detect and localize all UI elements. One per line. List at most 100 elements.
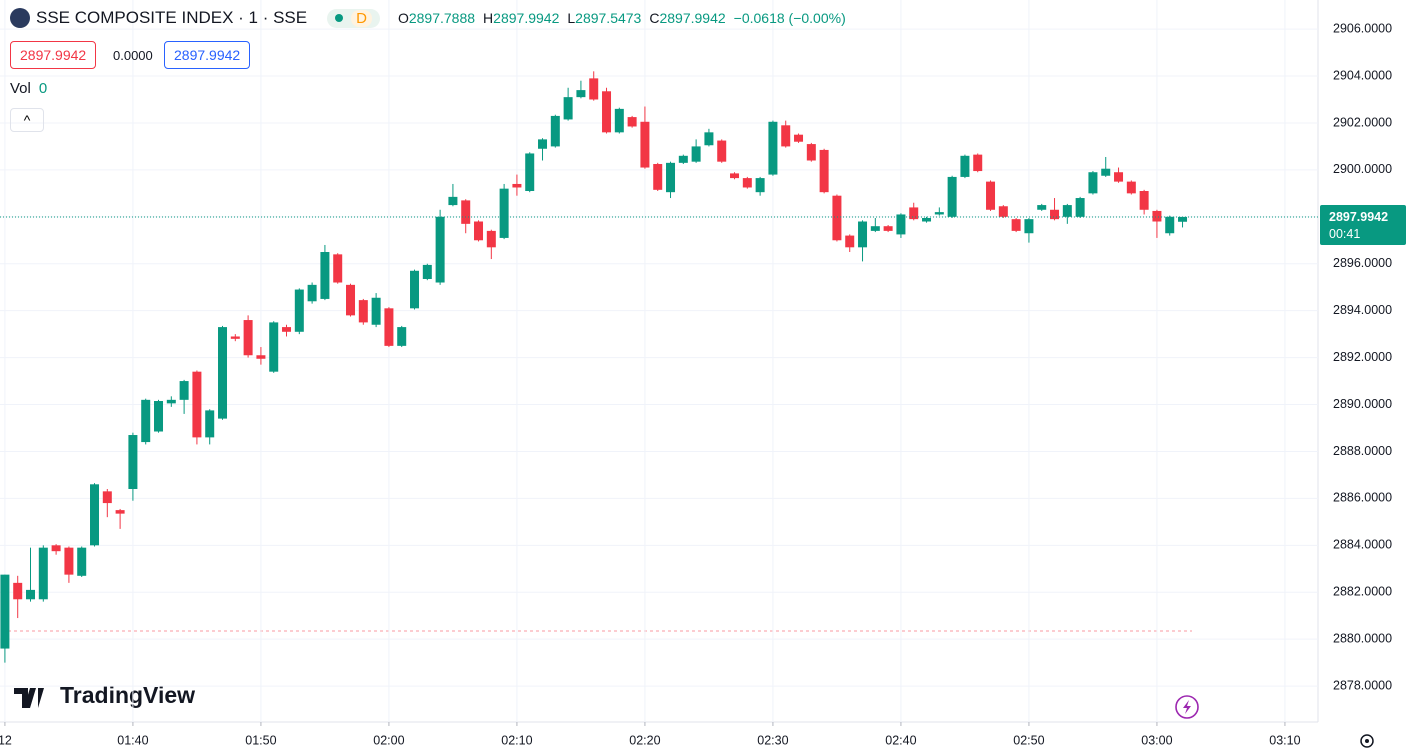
y-tick-label: 2880.0000: [1333, 631, 1392, 645]
candle-body: [371, 297, 381, 325]
x-tick-label: 03:00: [1141, 733, 1172, 747]
symbol-title[interactable]: SSE COMPOSITE INDEX · 1 · SSE: [36, 8, 308, 27]
candle-body: [614, 108, 624, 133]
candle-body: [960, 155, 970, 177]
candle-body: [973, 154, 983, 172]
ohlc-item: H2897.9942: [483, 10, 559, 26]
logo-mark: [14, 688, 44, 708]
candle-body: [512, 183, 522, 188]
grid: [0, 0, 1318, 722]
candle-body: [1024, 219, 1034, 234]
candle-body: [384, 308, 394, 346]
y-tick-label: 2888.0000: [1333, 444, 1392, 458]
candle-body: [166, 399, 176, 404]
candle-body: [128, 435, 138, 489]
candle-body: [90, 484, 100, 546]
candle-body: [13, 582, 23, 600]
x-tick-label: 02:10: [501, 733, 532, 747]
volume-legend: Vol 0: [10, 80, 47, 97]
y-tick-label: 2884.0000: [1333, 538, 1392, 552]
candle-body: [1075, 198, 1085, 217]
ohlc-value: 2897.5473: [575, 10, 642, 26]
volume-label: Vol: [10, 80, 31, 97]
y-tick-label: 2902.0000: [1333, 115, 1392, 129]
candle-body: [486, 230, 496, 248]
collapse-button[interactable]: ^: [10, 108, 44, 132]
candle-body: [666, 162, 676, 193]
candle-body: [64, 547, 74, 575]
candle-body: [781, 125, 791, 147]
x-tick-label: 01:40: [117, 733, 148, 747]
candle-body: [589, 78, 599, 100]
ohlc-item: L2897.5473: [567, 10, 641, 26]
change: −0.0618 (−0.00%): [733, 10, 846, 26]
candle-body: [1101, 168, 1111, 176]
candle-body: [730, 173, 740, 179]
candle-body: [832, 195, 842, 241]
market-status[interactable]: D: [327, 8, 380, 28]
settings-icon-dot: [1365, 739, 1369, 743]
y-tick-label: 2882.0000: [1333, 585, 1392, 599]
x-tick-label: 01:50: [245, 733, 276, 747]
candle-body: [51, 545, 61, 552]
candle-body: [256, 355, 266, 359]
x-tick-label: 02:00: [373, 733, 404, 747]
y-tick-label: 2900.0000: [1333, 162, 1392, 176]
candle-body: [461, 200, 471, 224]
y-tick-label: 2890.0000: [1333, 397, 1392, 411]
candle-body: [1126, 181, 1136, 194]
candle-body: [397, 327, 407, 346]
x-tick-label: 02:30: [757, 733, 788, 747]
candle-body: [320, 252, 330, 299]
candle-body: [294, 289, 304, 332]
candle-body: [896, 214, 906, 235]
ohlc-key: O: [397, 10, 409, 26]
candle-body: [576, 90, 586, 98]
candle-body: [474, 221, 484, 241]
candle-body: [845, 235, 855, 248]
candle-body: [627, 117, 637, 127]
lightning-button[interactable]: [1175, 695, 1199, 719]
candle-body: [742, 178, 752, 188]
settings-icon[interactable]: [1360, 734, 1374, 748]
candle-body: [998, 206, 1008, 217]
candle-body: [358, 300, 368, 323]
candle-body: [115, 510, 125, 514]
candle-body: [307, 284, 317, 302]
candle-body: [806, 144, 816, 161]
candle-body: [154, 401, 164, 432]
sell-button[interactable]: 2897.9942: [10, 41, 97, 69]
ohlc-item: O2897.7888: [398, 10, 475, 26]
y-tick-label: 2896.0000: [1333, 256, 1392, 270]
candle-body: [422, 264, 432, 279]
candle-body: [909, 207, 919, 220]
candle-body: [1011, 219, 1021, 231]
candle-body: [1050, 209, 1060, 220]
candle-body: [1088, 172, 1098, 194]
ohlc-values: O2897.7888 H2897.9942 L2897.5473 C2897.9942: [398, 10, 726, 26]
candle-body: [653, 164, 663, 190]
candle-body: [883, 226, 893, 231]
buy-button[interactable]: 2897.9942: [164, 41, 251, 69]
x-tick-label: 12: [0, 733, 12, 747]
candle-body: [678, 155, 688, 163]
ohlc-value: 2897.9942: [659, 10, 726, 26]
candle-body: [448, 196, 458, 206]
candle-body: [499, 188, 509, 238]
candle-body: [755, 178, 765, 193]
candle-body: [704, 132, 714, 146]
candle-body: [934, 212, 944, 215]
candle-body: [269, 322, 279, 372]
candle-body: [333, 254, 343, 283]
candle-body: [26, 589, 36, 600]
candle-body: [1152, 210, 1162, 222]
candle-body: [538, 139, 548, 149]
lightning-icon: [1183, 700, 1191, 714]
candle-body: [922, 217, 932, 222]
candle-body: [435, 216, 445, 283]
candle-body: [986, 181, 996, 210]
candle-body: [947, 176, 957, 217]
x-tick-label: 02:40: [885, 733, 916, 747]
